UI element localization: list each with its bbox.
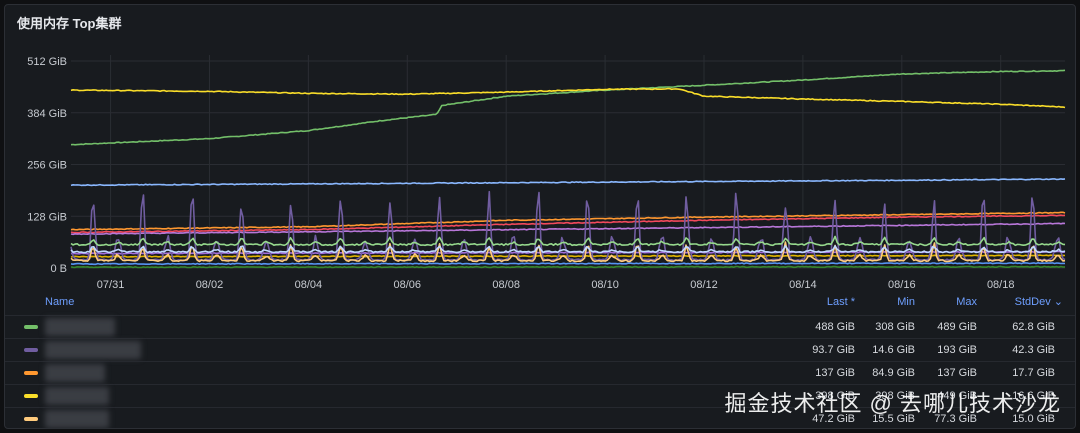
legend-min-value: 15.5 GiB	[872, 413, 915, 425]
legend-row[interactable]: 398 GiB 398 GiB 449 GiB 16.6 GiB	[5, 384, 1075, 407]
y-tick-label: 384 GiB	[27, 108, 67, 120]
legend-max-value: 137 GiB	[937, 367, 977, 379]
legend-header-last[interactable]: Last *	[826, 296, 855, 308]
series-color-swatch	[24, 371, 38, 375]
legend-stddev-value: 42.3 GiB	[1012, 344, 1055, 356]
series-line	[70, 241, 1066, 263]
series-line	[70, 261, 1066, 266]
legend-max-value: 489 GiB	[937, 321, 977, 333]
legend-header-name[interactable]: Name	[45, 296, 75, 308]
series-color-swatch	[24, 348, 38, 352]
legend-last-value: 488 GiB	[815, 321, 855, 333]
legend-min-value: 308 GiB	[875, 321, 915, 333]
series-line	[70, 178, 1066, 187]
memory-line-chart: 512 GiB 384 GiB 256 GiB 128 GiB 0 B 07/31 08/0…	[27, 55, 1066, 291]
x-tick-label: 08/14	[789, 279, 817, 291]
legend-stddev-value: 15.0 GiB	[1012, 413, 1055, 425]
x-tick-label: 08/02	[196, 279, 224, 291]
series-line	[70, 245, 1066, 254]
x-tick-label: 08/10	[591, 279, 619, 291]
watermark-text: 掘金技术社区 @ 去哪儿技术沙龙	[724, 391, 1061, 416]
panel-title[interactable]: 使用内存 Top集群	[17, 16, 122, 31]
series-line	[70, 190, 1066, 262]
legend-max-value: 193 GiB	[937, 344, 977, 356]
legend-stddev-value: 16.6 GiB	[1012, 390, 1055, 402]
legend-header-max[interactable]: Max	[956, 296, 977, 308]
series-line	[70, 222, 1066, 236]
legend-stddev-value: 62.8 GiB	[1012, 321, 1055, 333]
legend-row[interactable]: 137 GiB 84.9 GiB 137 GiB 17.7 GiB	[5, 361, 1075, 384]
series-line	[70, 265, 1066, 269]
redacted-series-name	[45, 341, 141, 359]
y-tick-label: 256 GiB	[27, 160, 67, 172]
series-line	[70, 235, 1066, 247]
x-tick-label: 08/08	[492, 279, 520, 291]
redacted-series-name	[45, 387, 109, 405]
legend-min-value: 398 GiB	[875, 390, 915, 402]
series-color-swatch	[24, 394, 38, 398]
series-line	[70, 214, 1066, 234]
legend-min-value: 84.9 GiB	[872, 367, 915, 379]
legend-header-min[interactable]: Min	[897, 296, 915, 308]
redacted-series-name	[45, 318, 115, 336]
legend-header-stddev[interactable]: StdDev ⌄	[1014, 296, 1063, 308]
x-tick-label: 07/31	[97, 279, 125, 291]
legend-row[interactable]: 47.2 GiB 15.5 GiB 77.3 GiB 15.0 GiB	[5, 407, 1075, 428]
legend-last-value: 137 GiB	[815, 367, 855, 379]
series-color-swatch	[24, 417, 38, 421]
legend-row[interactable]: 93.7 GiB 14.6 GiB 193 GiB 42.3 GiB	[5, 338, 1075, 361]
y-tick-label: 512 GiB	[27, 56, 67, 68]
y-tick-label: 0 B	[50, 263, 67, 275]
x-tick-label: 08/18	[987, 279, 1015, 291]
x-tick-label: 08/12	[690, 279, 718, 291]
legend-last-value: 47.2 GiB	[812, 413, 855, 425]
series-line	[70, 69, 1066, 146]
legend-row[interactable]: 488 GiB 308 GiB 489 GiB 62.8 GiB	[5, 315, 1075, 338]
legend-min-value: 14.6 GiB	[872, 344, 915, 356]
legend-max-value: 77.3 GiB	[934, 413, 977, 425]
x-tick-label: 08/04	[295, 279, 323, 291]
y-tick-label: 128 GiB	[27, 211, 67, 223]
redacted-series-name	[45, 364, 105, 382]
legend-last-value: 398 GiB	[815, 390, 855, 402]
series-line	[70, 87, 1066, 109]
x-tick-label: 08/16	[888, 279, 916, 291]
memory-usage-panel: 使用内存 Top集群 512 GiB 384 GiB 256 GiB 128 GiB 0…	[4, 4, 1076, 429]
legend-max-value: 449 GiB	[937, 390, 977, 402]
legend-stddev-value: 17.7 GiB	[1012, 367, 1055, 379]
redacted-series-name	[45, 410, 109, 428]
series-line	[70, 211, 1066, 231]
series-color-swatch	[24, 325, 38, 329]
legend-last-value: 93.7 GiB	[812, 344, 855, 356]
x-tick-label: 08/06	[394, 279, 422, 291]
